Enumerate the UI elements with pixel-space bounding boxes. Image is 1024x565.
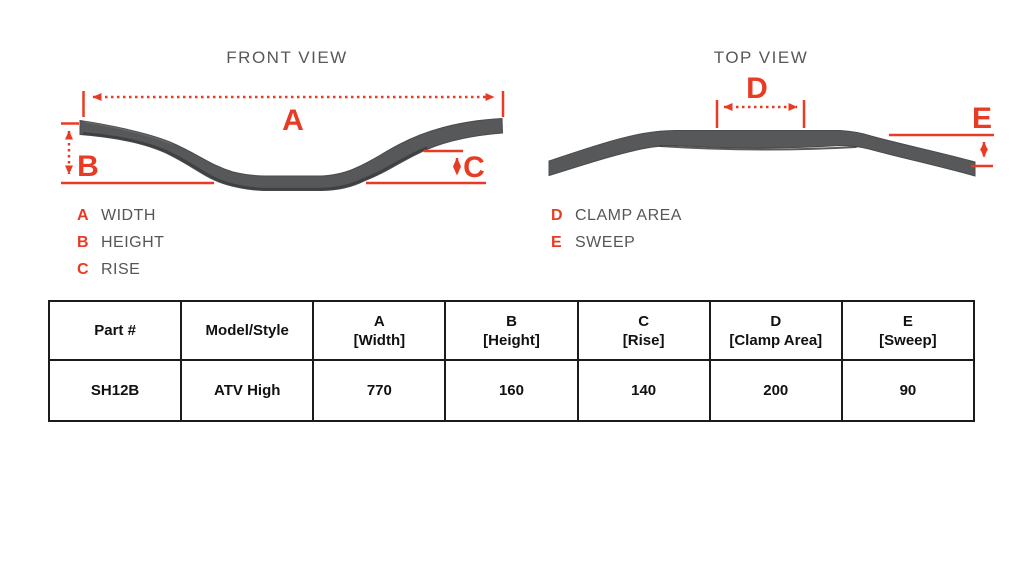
column-header-model: Model/Style [180,300,315,361]
legend-top-view: D CLAMP AREA E SWEEP [551,207,682,261]
column-header-clamp-area: D [Clamp Area] [708,300,843,361]
column-header-width: A [Width] [312,300,447,361]
legend-key: E [551,234,562,251]
handlebar-top-view [548,130,976,177]
front-view-title: FRONT VIEW [226,48,348,67]
column-header-rise: C [Rise] [576,300,711,361]
dim-label-c: C [463,151,485,184]
cell-height: 160 [444,359,579,422]
top-view-title: TOP VIEW [713,48,809,67]
column-header-subtext: [Sweep] [879,331,937,349]
legend-key: D [551,207,563,224]
spec-table-header-row: Part # Model/Style A [Width] B [Height] … [47,300,976,361]
dim-label-a: A [282,104,304,137]
column-header-text: A [373,312,385,330]
legend-label: CLAMP AREA [575,207,682,224]
cell-part-number: SH12B [47,359,183,422]
legend-label: WIDTH [101,207,156,224]
legend-key: C [77,261,89,278]
spec-table: Part # Model/Style A [Width] B [Height] … [47,300,976,422]
column-header-text: C [638,312,650,330]
legend-item-clamp-area: D CLAMP AREA [551,207,682,225]
cell-model-style: ATV High [180,359,315,422]
column-header-text: Part # [94,322,136,339]
handlebar-front-view [79,117,504,191]
legend-item-height: B HEIGHT [77,234,164,252]
column-header-subtext: [Width] [353,331,406,349]
legend-label: HEIGHT [101,234,165,251]
dim-label-d: D [746,72,768,105]
legend-item-sweep: E SWEEP [551,234,682,252]
cell-width: 770 [312,359,447,422]
cell-sweep: 90 [840,359,976,422]
dim-label-e: E [972,102,992,135]
table-row: SH12B ATV High 770 160 140 200 90 [47,359,976,422]
column-header-subtext: [Rise] [622,331,665,349]
legend-label: RISE [101,261,141,278]
legend-item-rise: C RISE [77,261,164,279]
dim-label-b: B [77,150,99,183]
front-view-dimensions [61,91,505,185]
dimension-diagram: A B C D E [61,72,994,191]
column-header-sweep: E [Sweep] [840,300,976,361]
legend-label: SWEEP [575,234,636,251]
legend-item-width: A WIDTH [77,207,164,225]
legend-key: B [77,234,89,251]
column-header-height: B [Height] [444,300,579,361]
cell-rise: 140 [576,359,711,422]
column-header-text: E [902,312,913,330]
legend-front-view: A WIDTH B HEIGHT C RISE [77,207,164,288]
top-view-dimensions [715,100,994,168]
column-header-subtext: [Height] [483,331,540,349]
column-header-part: Part # [47,300,183,361]
column-header-subtext: [Clamp Area] [729,331,823,349]
column-header-text: B [506,312,517,330]
cell-clamp-area: 200 [708,359,843,422]
legend-key: A [77,207,89,224]
column-header-text: D [770,312,782,330]
column-header-text: Model/Style [205,322,289,339]
